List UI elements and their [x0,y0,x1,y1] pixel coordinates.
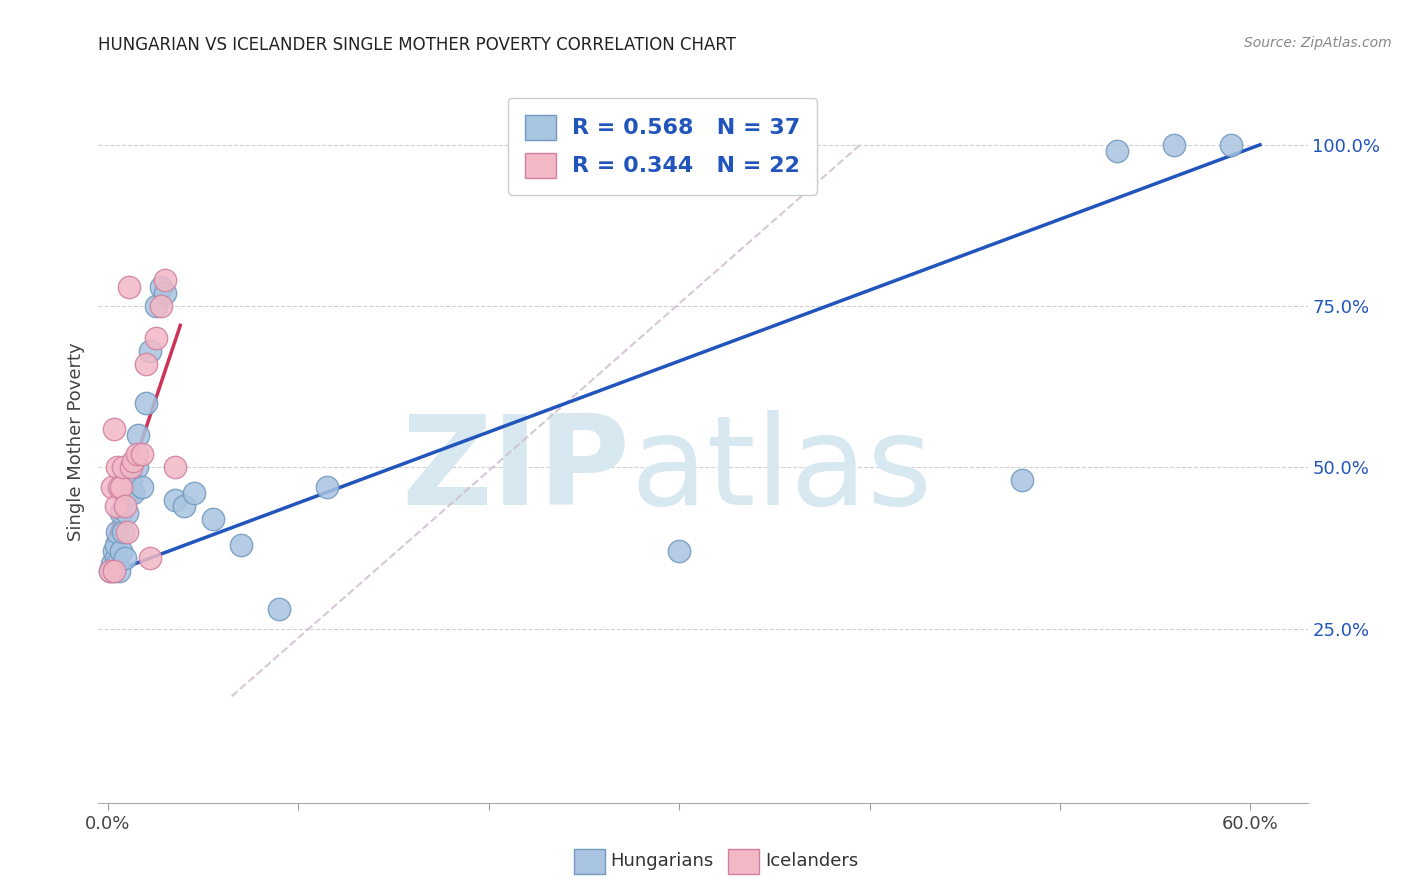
Y-axis label: Single Mother Poverty: Single Mother Poverty [66,343,84,541]
Point [145,299,167,313]
Text: ZIP: ZIP [402,410,630,531]
Point [100,557,122,571]
Point [121,486,143,500]
Point [112,524,135,539]
Point [1107,145,1129,159]
Point [125,460,148,475]
Point [150,299,173,313]
Point [150,279,173,293]
Point [153,273,176,287]
Point [120,460,142,475]
Point [103,564,125,578]
Point [1011,473,1033,487]
Point [98,564,121,578]
Point [131,480,153,494]
Point [100,480,122,494]
Point [163,492,186,507]
Point [104,538,127,552]
Point [110,480,132,494]
Point [316,480,339,494]
Point [108,480,131,494]
Point [153,286,176,301]
Point [114,550,136,565]
Legend: R = 0.568   N = 37, R = 0.344   N = 22: R = 0.568 N = 37, R = 0.344 N = 22 [508,98,817,194]
Text: Source: ZipAtlas.com: Source: ZipAtlas.com [1244,36,1392,50]
Point [98,564,121,578]
Point [107,524,129,539]
Point [127,428,149,442]
Point [104,550,127,565]
Point [115,524,138,539]
Point [112,460,135,475]
Point [201,512,224,526]
Point [115,506,138,520]
Point [103,544,125,558]
Text: atlas: atlas [630,410,932,531]
Point [108,564,131,578]
Point [163,460,186,475]
Point [183,486,205,500]
Text: Icelanders: Icelanders [765,852,858,870]
Point [139,550,162,565]
Point [135,396,157,410]
Point [107,460,129,475]
Text: Hungarians: Hungarians [610,852,713,870]
Point [120,473,142,487]
Point [145,331,167,345]
Point [231,538,253,552]
Point [114,499,136,513]
Point [103,422,125,436]
Point [118,279,141,293]
Point [139,344,162,359]
Point [269,602,291,616]
Point [173,499,195,513]
Point [110,506,132,520]
Point [110,544,132,558]
Point [131,447,153,461]
Point [1163,137,1185,152]
Point [1220,137,1243,152]
Point [118,486,141,500]
Point [135,357,157,371]
Point [103,564,125,578]
Point [104,499,127,513]
Point [107,557,129,571]
Point [668,544,690,558]
Text: HUNGARIAN VS ICELANDER SINGLE MOTHER POVERTY CORRELATION CHART: HUNGARIAN VS ICELANDER SINGLE MOTHER POV… [98,36,737,54]
Point [125,447,148,461]
Point [121,454,143,468]
